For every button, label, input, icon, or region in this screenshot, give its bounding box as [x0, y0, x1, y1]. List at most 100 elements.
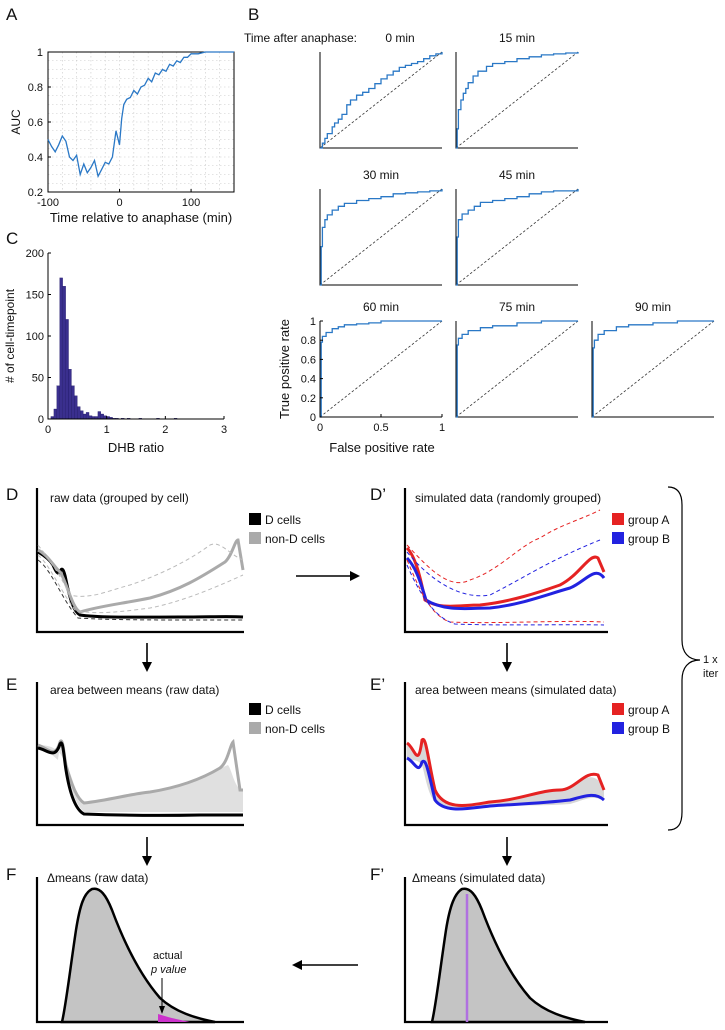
- y-tick-label: 0.4: [28, 152, 43, 164]
- roc-ylabel: True positive rate: [277, 319, 292, 419]
- roc-curve: [320, 52, 443, 149]
- non-d-cells-mean-line: [37, 538, 245, 614]
- roc-diagonal: [319, 188, 443, 286]
- panel-label-f: F: [6, 865, 16, 884]
- roc-panel-title: 0 min: [385, 31, 414, 45]
- area-raw-title: area between means (raw data): [50, 683, 219, 697]
- area-sim-panel: area between means (simulated data) grou…: [403, 682, 670, 827]
- legend-swatch-e-non-d-cells: [249, 722, 261, 734]
- y-tick-label: 50: [32, 373, 44, 385]
- roc-panel: 30 min: [319, 168, 443, 286]
- dhb-bars: [50, 277, 178, 420]
- legend-e-d-cells: D cells: [265, 703, 301, 717]
- area-raw-d-line: [37, 741, 243, 817]
- roc-diagonal: [455, 320, 579, 418]
- group-a-area-line: [406, 737, 606, 807]
- y-tick-label: 0.8: [28, 82, 43, 94]
- roc-diagonal: [591, 320, 715, 418]
- iteration-brace: [667, 486, 701, 831]
- legend-group-a: group A: [628, 513, 669, 527]
- auc-grid: [47, 51, 235, 193]
- roc-curve: [456, 320, 578, 418]
- x-tick-label: 3: [221, 424, 227, 436]
- x-tick-label: 0: [45, 424, 51, 436]
- x-tick-label: 1: [439, 422, 445, 434]
- histogram-bar: [62, 286, 66, 420]
- y-tick-label: 0.2: [301, 393, 316, 405]
- panel-label-d: D: [6, 485, 18, 504]
- histogram-bar: [83, 413, 87, 420]
- roc-panel-title: 45 min: [499, 168, 535, 182]
- arrowhead-d-to-d-prime: [350, 571, 360, 581]
- roc-panel: 45 min: [455, 168, 579, 286]
- group-a-trace-dashed: [406, 509, 601, 584]
- raw-data-axes: [35, 488, 244, 634]
- histogram-bar: [97, 411, 101, 420]
- panel-label-e: E: [6, 675, 17, 694]
- roc-grid-chart: Time after anaphase: 0 min 15 min 30 min 45…: [244, 31, 715, 455]
- area-sim-title: area between means (simulated data): [415, 683, 616, 697]
- roc-panel: 75 min: [455, 300, 579, 418]
- panel-label-a: A: [6, 5, 18, 24]
- dhb-histogram: 0 1 2 3 0 50 100 150 200 # of cell-timepoint DHB…: [3, 248, 227, 455]
- panel-label-c: C: [6, 229, 18, 248]
- group-b-trace-dashed: [406, 564, 605, 626]
- y-tick-label: 0.6: [28, 117, 43, 129]
- histogram-bar: [71, 385, 75, 420]
- group-b-trace-dashed: [406, 539, 601, 597]
- histogram-bar: [68, 369, 72, 420]
- legend-e-group-a: group A: [628, 703, 669, 717]
- raw-data-traces: [37, 538, 245, 621]
- roc-panel: 0 min: [319, 31, 443, 149]
- x-tick-label: 0: [317, 422, 323, 434]
- delta-raw-distribution: [60, 887, 216, 1024]
- auc-chart: -100 0 100 0.2 0.4 0.6 0.8 1 AUC Time relative …: [9, 47, 235, 225]
- x-tick-label: 1: [104, 424, 110, 436]
- legend-e-non-d-cells: non-D cells: [265, 722, 325, 736]
- annotation-p-value: p value: [150, 964, 186, 976]
- dhb-ylabel: # of cell-timepoint: [3, 288, 17, 383]
- delta-raw-title: Δmeans (raw data): [47, 871, 148, 885]
- legend-non-d-cells: non-D cells: [265, 532, 325, 546]
- d-cells-mean-line: [37, 550, 244, 619]
- roc-title-prefix: Time after anaphase:: [244, 31, 357, 45]
- y-tick-label: 1: [37, 47, 43, 59]
- histogram-bar: [53, 408, 57, 420]
- legend-e-group-b: group B: [628, 722, 670, 736]
- auc-xlabel: Time relative to anaphase (min): [50, 210, 232, 225]
- arrowhead-d-prime-to-e-prime: [502, 662, 512, 672]
- dhb-ticks: 0 1 2 3 0 50 100 150 200: [26, 248, 227, 436]
- roc-curve: [456, 52, 579, 149]
- roc-diagonal: [455, 188, 579, 286]
- roc-panel-title: 90 min: [635, 300, 671, 314]
- histogram-bar: [74, 395, 78, 420]
- roc-panel-title: 75 min: [499, 300, 535, 314]
- y-tick-label: 0: [38, 414, 44, 426]
- arrowhead-f-prime-to-f: [292, 960, 302, 970]
- histogram-bar: [100, 413, 104, 420]
- roc-diagonal: [455, 51, 579, 149]
- y-tick-label: 0.2: [28, 187, 43, 199]
- roc-panel: 90 min: [591, 300, 715, 418]
- dhb-xlabel: DHB ratio: [108, 440, 164, 455]
- legend-group-b: group B: [628, 532, 670, 546]
- delta-means-sim-panel: Δmeans (simulated data): [403, 871, 608, 1024]
- legend-d-cells: D cells: [265, 513, 301, 527]
- arrowhead-d-to-e: [142, 662, 152, 672]
- roc-panels: 0 min 15 min 30 min 45 min 60 min 0 0.2 0.4 0.6 0…: [301, 31, 715, 434]
- panel-label-e-prime: E’: [370, 675, 385, 694]
- y-tick-label: 0.8: [301, 335, 316, 347]
- histogram-bar: [77, 406, 81, 420]
- legend-swatch-d-cells: [249, 513, 261, 525]
- brace-label-2: iter: [703, 668, 719, 680]
- x-tick-label: 0.5: [373, 422, 388, 434]
- roc-curve: [592, 320, 714, 418]
- roc-panel-title: 15 min: [499, 31, 535, 45]
- legend-swatch-group-a: [612, 513, 624, 525]
- y-tick-label: 200: [26, 248, 44, 260]
- roc-curve: [456, 189, 579, 286]
- roc-panel-title: 60 min: [363, 300, 399, 314]
- delta-means-raw-panel: Δmeans (raw data) actual p value: [35, 871, 244, 1024]
- simulated-data-title: simulated data (randomly grouped): [415, 491, 601, 505]
- legend-swatch-e-d-cells: [249, 703, 261, 715]
